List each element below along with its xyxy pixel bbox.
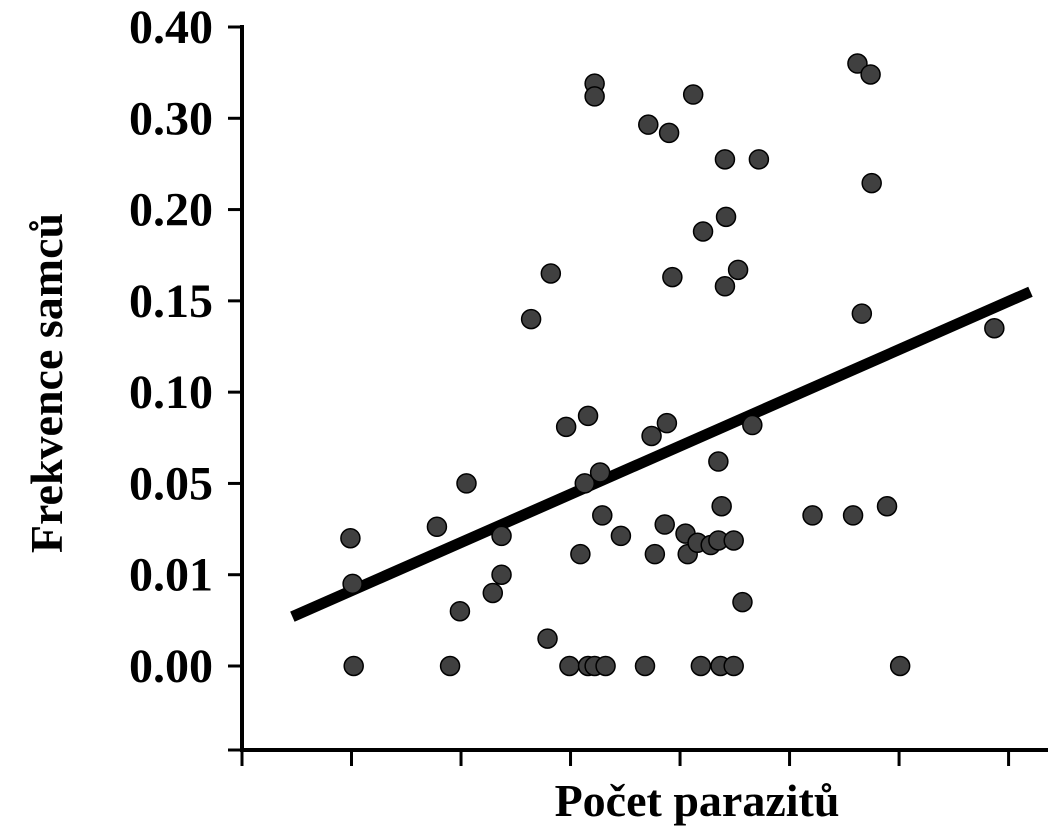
y-axis-label: Frekvence samců (21, 213, 72, 553)
data-point (491, 564, 512, 585)
data-point (847, 53, 868, 74)
data-point (638, 114, 659, 135)
data-point (343, 655, 364, 677)
data-point (715, 206, 737, 228)
y-tick-label: 0.01 (129, 549, 213, 602)
data-point (577, 405, 599, 427)
data-point (842, 505, 864, 526)
data-point (592, 505, 613, 526)
data-point (692, 221, 714, 242)
y-tick-label: 0.10 (129, 366, 213, 419)
data-point (491, 525, 512, 547)
data-point (851, 303, 873, 324)
data-point (610, 525, 632, 547)
data-point (456, 473, 477, 494)
data-point (449, 600, 471, 622)
data-point (654, 514, 675, 535)
data-point (714, 276, 736, 297)
data-point (984, 317, 1005, 339)
trend-line (290, 286, 1033, 622)
data-point (714, 149, 736, 170)
data-point (742, 414, 763, 436)
y-tick-label: 0.15 (129, 275, 213, 328)
data-point (574, 473, 596, 494)
y-tick-label: 0.00 (129, 640, 213, 693)
data-point (690, 655, 712, 677)
data-point (439, 655, 461, 677)
data-point (540, 263, 562, 284)
data-point (634, 655, 656, 677)
data-point (644, 543, 666, 565)
data-point (723, 530, 744, 551)
data-point (708, 451, 729, 472)
data-point (656, 412, 678, 434)
data-point (482, 582, 504, 604)
data-point (589, 462, 611, 483)
data-point (723, 655, 744, 677)
data-point (876, 496, 898, 517)
data-point (889, 655, 911, 677)
data-point (802, 505, 823, 526)
data-point (748, 149, 770, 170)
data-point (860, 64, 881, 85)
data-point (559, 655, 580, 677)
data-point (732, 591, 753, 613)
data-point (861, 172, 882, 194)
data-point (555, 416, 577, 438)
data-point (682, 84, 704, 105)
data-point (727, 259, 749, 281)
y-tick-label: 0.40 (129, 1, 213, 54)
data-point (662, 266, 683, 288)
data-point (340, 527, 361, 549)
data-point (595, 655, 616, 677)
data-point (342, 573, 363, 595)
data-point (520, 308, 542, 330)
y-tick-label: 0.20 (129, 184, 213, 237)
x-axis-label: Počet parazitů (555, 775, 840, 826)
y-tick-label: 0.30 (129, 92, 213, 145)
data-point (570, 543, 591, 565)
y-tick-label: 0.05 (129, 457, 213, 510)
data-point (537, 628, 558, 649)
data-point (711, 496, 732, 517)
data-point (641, 425, 662, 447)
data-point (426, 516, 448, 538)
data-point (584, 86, 605, 107)
data-point (658, 122, 680, 144)
